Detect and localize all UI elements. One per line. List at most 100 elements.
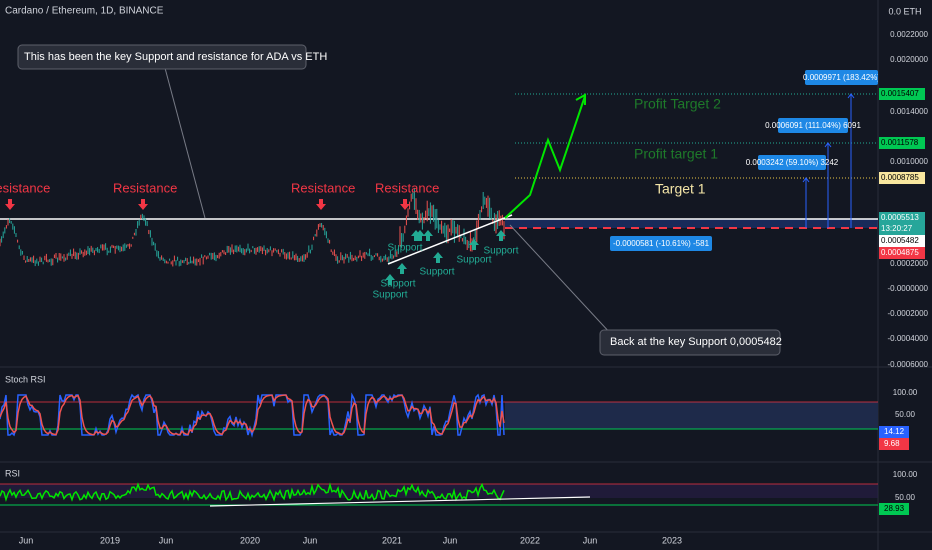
callout-text: This has been the key Support and resist…	[24, 51, 327, 63]
price-marker	[879, 137, 925, 149]
chart-title: Cardano / Ethereum, 1D, BINANCE	[5, 6, 164, 17]
callout-pointer	[509, 224, 613, 336]
measure-arrow-head	[847, 93, 855, 99]
target-1: Target 1	[655, 181, 706, 197]
stoch-marker	[879, 426, 909, 438]
support-arrow	[469, 239, 479, 250]
currency-label: 0.0 ETH	[888, 6, 921, 16]
callout-box	[599, 329, 781, 356]
stoch-zone	[505, 402, 878, 429]
rsi-label: 50.00	[895, 493, 916, 502]
price-marker	[879, 247, 925, 259]
price-marker	[879, 88, 925, 100]
rsi-zone	[0, 484, 878, 498]
stoch-marker	[879, 438, 909, 450]
time-label: 2019	[100, 535, 120, 545]
pane-title: Stoch RSI	[5, 374, 46, 384]
rsi-marker	[879, 503, 909, 515]
rsi-line	[0, 482, 505, 502]
resistance-label: Resistance	[291, 180, 355, 195]
price-marker	[879, 212, 925, 224]
measure-box	[610, 236, 712, 251]
price-label: -0.0002000	[888, 309, 929, 318]
profit-target-1: Profit target 1	[634, 146, 718, 162]
stoch-label: 100.00	[893, 388, 918, 397]
support-arrow	[385, 274, 395, 285]
price-label: 0.0010000	[890, 157, 928, 166]
price-marker-text: 0.0008785	[881, 173, 919, 182]
time-label: Jun	[443, 535, 458, 545]
measure-text: 0.0003242 (59.10%) 3242	[746, 158, 839, 167]
resistance-label: Resistance	[375, 180, 439, 195]
price-label: -0.0000000	[888, 284, 929, 293]
support-arrow	[397, 263, 407, 274]
measure-text: 0.0009971 (183.42%)	[803, 73, 880, 82]
measure-arrow-head	[802, 177, 810, 183]
resistance-arrow	[400, 199, 410, 210]
support-arrow	[496, 230, 506, 241]
resistance-label: Resistance	[113, 180, 177, 195]
measure-box	[805, 70, 878, 85]
measure-box	[778, 118, 848, 133]
support-label: Support	[380, 279, 415, 290]
support-arrow	[423, 230, 433, 241]
time-label: Jun	[583, 535, 598, 545]
rsi-marker-text: 28.93	[884, 504, 905, 513]
time-label: Jun	[303, 535, 318, 545]
callout-pointer	[164, 67, 206, 219]
stoch-d	[0, 394, 505, 436]
support-arrow	[415, 230, 425, 241]
profit-target-2: Profit Target 2	[634, 96, 721, 112]
support-label: Support	[456, 255, 491, 266]
measure-text: -0.0000581 (-10.61%) -581	[613, 239, 710, 248]
pane-title: RSI	[5, 468, 20, 478]
price-label: -0.0004000	[888, 334, 929, 343]
support-label: Support	[419, 267, 454, 278]
resistance-arrow	[5, 199, 15, 210]
resistance-arrow	[316, 199, 326, 210]
time-label: 2020	[240, 535, 260, 545]
callout-box	[17, 44, 307, 70]
rsi-trend	[209, 496, 591, 507]
price-label: 0.0002000	[890, 259, 928, 268]
trend-line	[387, 214, 513, 265]
price-marker-text: 0.0004875	[881, 248, 919, 257]
price-label: 0.0022000	[890, 30, 928, 39]
price-label: -0.0006000	[888, 360, 929, 369]
price-marker-text: 13:20:27	[881, 224, 913, 233]
time-label: 2023	[662, 535, 682, 545]
resistance-label: Resistance	[0, 180, 50, 195]
support-arrow	[433, 252, 443, 263]
stoch-marker-text: 9.68	[884, 439, 900, 448]
measure-box	[758, 155, 826, 170]
support-label: Support	[372, 290, 407, 301]
support-label: Support	[387, 243, 422, 254]
measure-arrow-head	[824, 142, 832, 148]
price-marker-text: 0.0005482	[881, 236, 919, 245]
target-zone	[505, 219, 878, 228]
time-label: Jun	[19, 535, 34, 545]
price-marker	[879, 172, 925, 184]
projection-arrow	[575, 93, 586, 105]
stoch-label: 50.00	[895, 410, 916, 419]
rsi-label: 100.00	[893, 470, 918, 479]
time-label: Jun	[159, 535, 174, 545]
price-marker	[879, 235, 925, 247]
price-label: 0.0020000	[890, 55, 928, 64]
price-marker-text: 0.0015407	[881, 89, 919, 98]
price-marker	[879, 223, 925, 235]
time-label: 2021	[382, 535, 402, 545]
support-label: Support	[483, 246, 518, 257]
measure-text: 0.0006091 (111.04%) 6091	[765, 121, 861, 130]
stoch-marker-text: 14.12	[884, 427, 905, 436]
callout-text: Back at the key Support 0,0005482	[610, 336, 782, 348]
resistance-arrow	[138, 199, 148, 210]
price-marker-text: 0.0005513	[881, 213, 919, 222]
stoch-k	[0, 392, 505, 438]
price-label: 0.0014000	[890, 107, 928, 116]
projection	[504, 95, 586, 219]
price-marker-text: 0.0011578	[881, 138, 919, 147]
time-label: 2022	[520, 535, 540, 545]
